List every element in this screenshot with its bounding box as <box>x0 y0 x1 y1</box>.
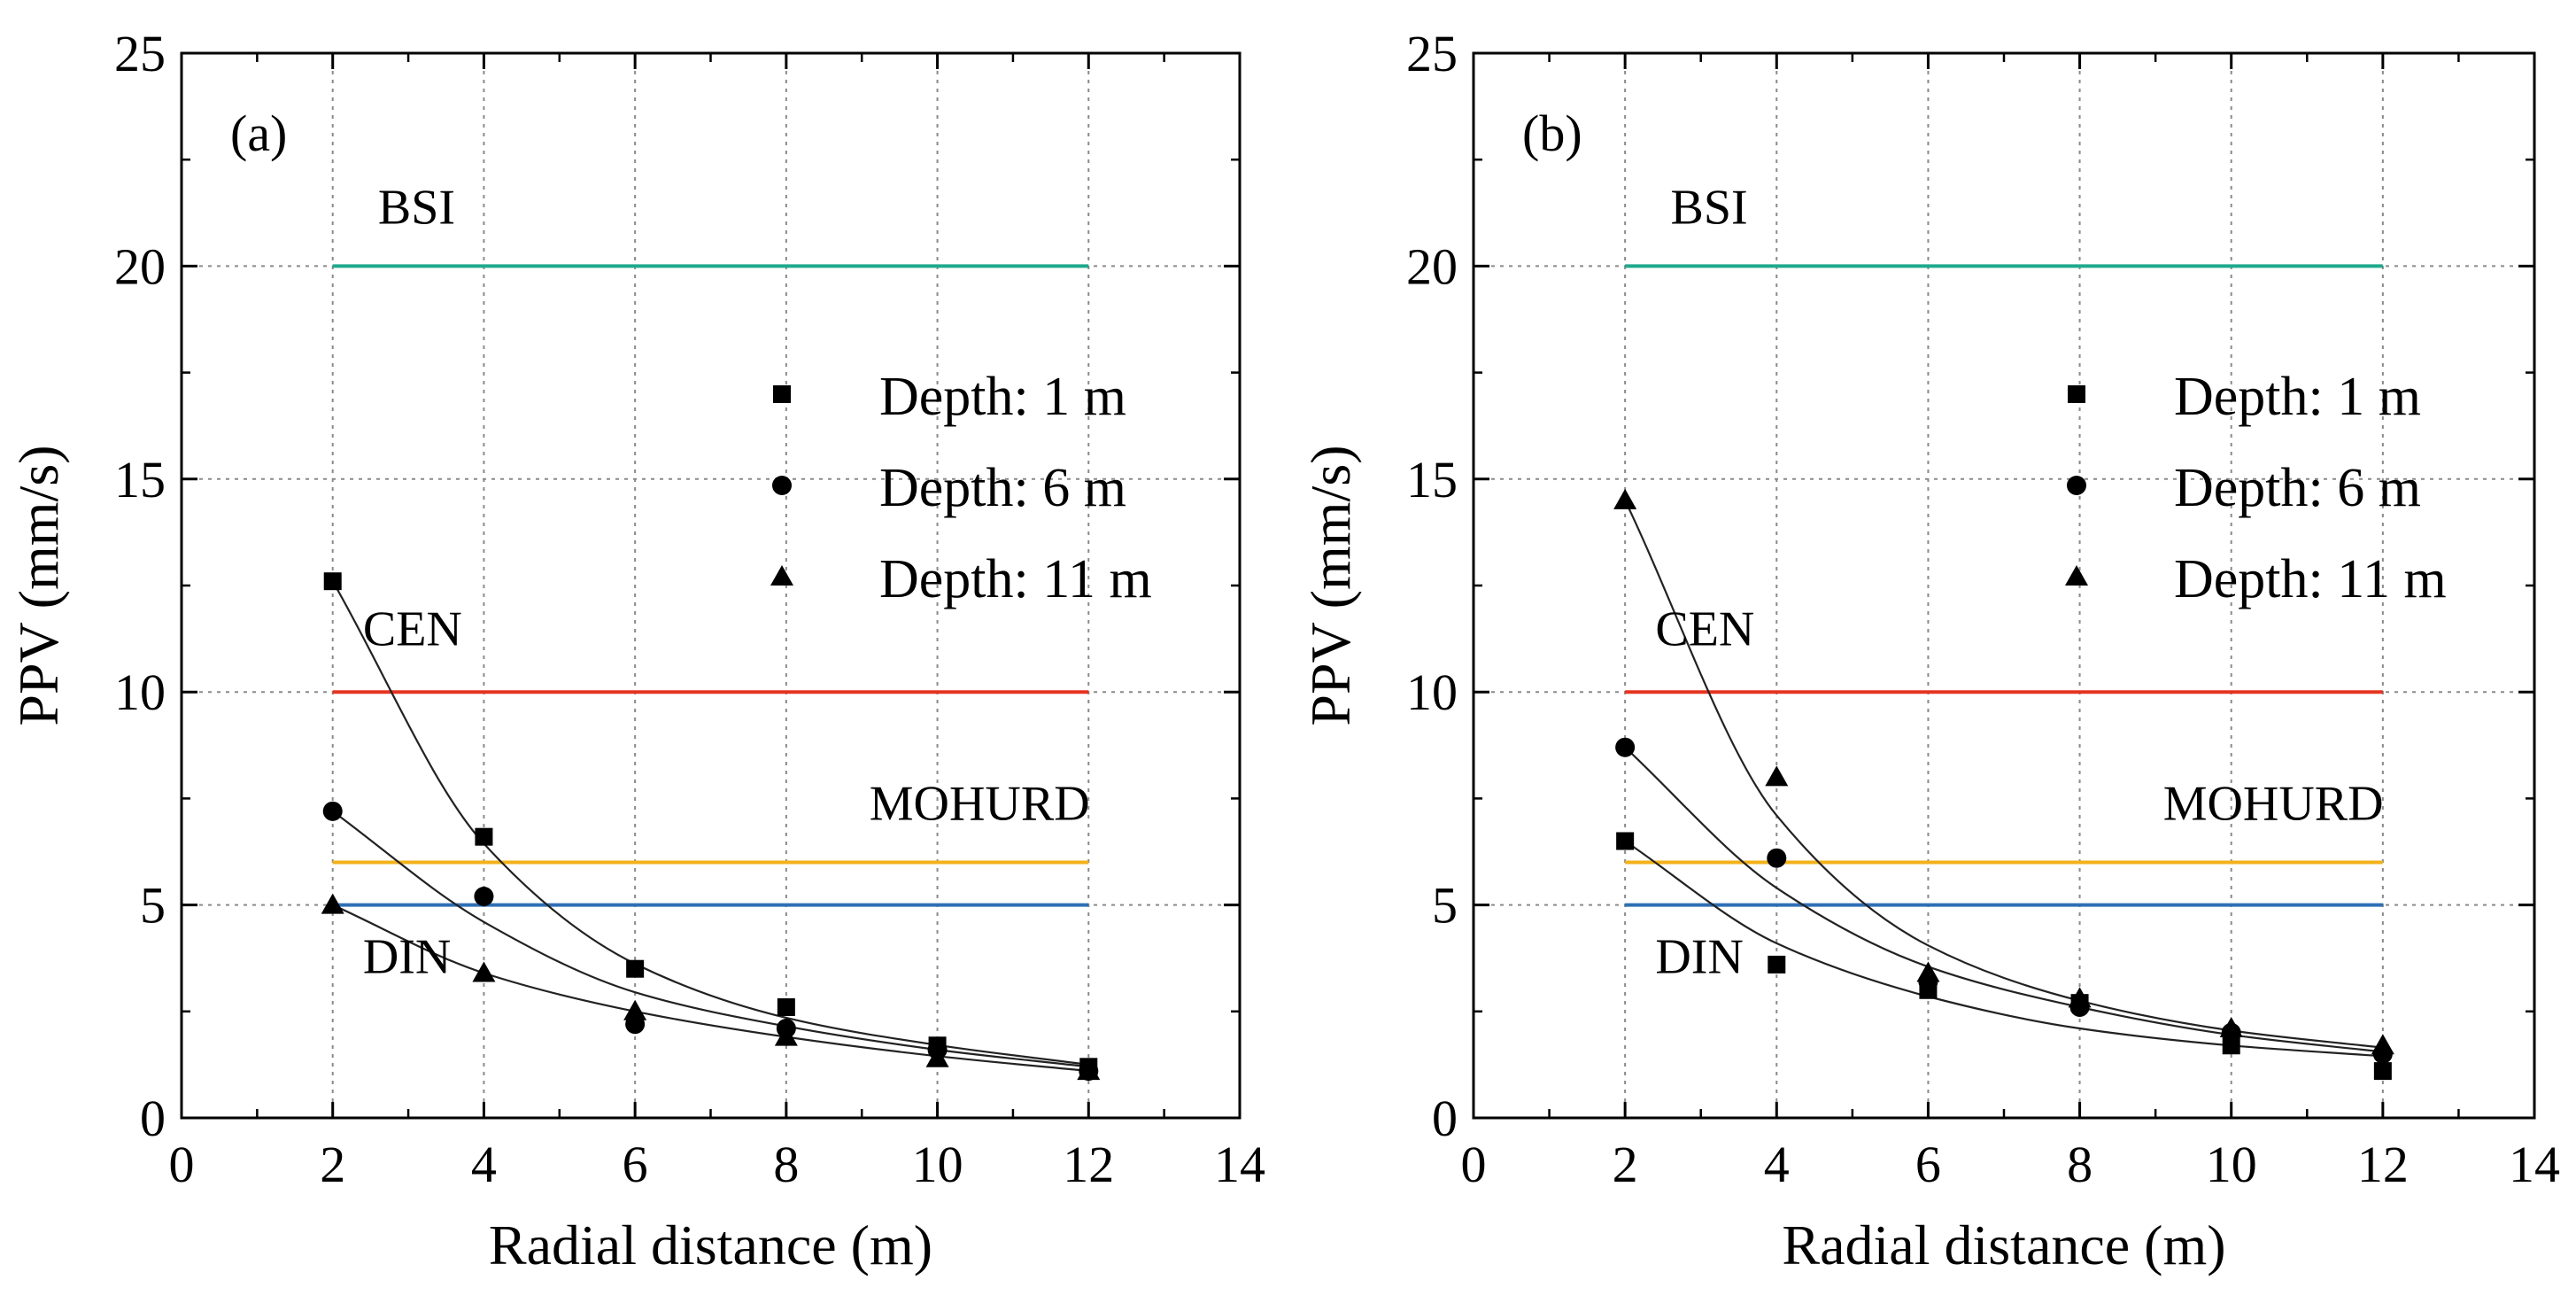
data-point-depth-11-m <box>1765 765 1789 787</box>
legend-label-depth-6-m: Depth: 6 m <box>879 458 1126 518</box>
y-tick-label: 15 <box>1406 451 1458 508</box>
standard-label-mohurd: MOHURD <box>2163 776 2384 831</box>
standard-label-din: DIN <box>1655 930 1744 985</box>
legend-marker-depth-1-m <box>773 385 791 403</box>
legend-marker-depth-11-m <box>770 565 793 586</box>
data-point-depth-11-m <box>774 1025 798 1046</box>
x-tick-label: 6 <box>623 1136 648 1193</box>
standard-label-bsi: BSI <box>378 180 455 235</box>
data-point-depth-11-m <box>472 961 496 982</box>
data-point-depth-11-m <box>623 999 647 1020</box>
standards <box>1625 264 2383 907</box>
x-tick-label: 4 <box>471 1136 497 1193</box>
grid <box>182 53 1240 1118</box>
legend-marker-depth-1-m <box>2068 385 2085 403</box>
legend-marker-depth-6-m <box>772 476 792 495</box>
standard-label-mohurd: MOHURD <box>870 776 1090 831</box>
tick-labels: 0 2 4 6 8 10 12 14 0 5 10 15 20 25 <box>114 25 1265 1193</box>
data-point-depth-11-m <box>925 1046 949 1067</box>
legend-label-depth-1-m: Depth: 1 m <box>879 367 1126 427</box>
y-tick-label: 15 <box>114 451 166 508</box>
x-tick-label: 0 <box>1461 1136 1487 1193</box>
y-tick-label: 10 <box>1406 663 1458 721</box>
data-point-depth-11-m <box>2219 1017 2243 1038</box>
x-tick-label: 8 <box>2067 1136 2093 1193</box>
data-point-depth-11-m <box>1077 1059 1101 1081</box>
x-tick-label: 14 <box>1214 1136 1265 1193</box>
standard-label-din: DIN <box>363 930 452 985</box>
data-point-depth-11-m <box>2371 1034 2394 1055</box>
standards <box>332 264 1089 907</box>
y-tick-label: 0 <box>1432 1090 1458 1147</box>
legend-marker-depth-6-m <box>2067 476 2086 495</box>
legend-marker-depth-11-m <box>2065 565 2088 586</box>
x-tick-label: 10 <box>2206 1136 2257 1193</box>
panel-label: (a) <box>230 105 287 162</box>
data-point-depth-1-m <box>1616 832 1635 850</box>
y-tick-label: 25 <box>1406 25 1458 82</box>
ticks <box>1472 51 2536 1120</box>
panel-b: 0 2 4 6 8 10 12 14 0 5 10 15 20 25 Radial distance (m)… <box>1299 25 2560 1276</box>
panel-a: 0 2 4 6 8 10 12 14 0 5 10 15 20 25 Radial distance (m)… <box>7 25 1265 1276</box>
y-tick-label: 25 <box>114 25 166 82</box>
standard-label-cen: CEN <box>363 601 462 656</box>
data-points <box>1613 488 2394 1081</box>
y-axis-title: PPV (mm/s) <box>7 445 70 725</box>
x-axis-title: Radial distance (m) <box>489 1214 932 1276</box>
fit-curve-depth-1-m <box>1624 840 2383 1058</box>
y-tick-label: 5 <box>140 877 166 935</box>
panel-label: (b) <box>1522 105 1582 162</box>
x-tick-label: 12 <box>2357 1136 2409 1193</box>
x-tick-label: 8 <box>773 1136 799 1193</box>
data-point-depth-11-m <box>2068 987 2092 1008</box>
fit-curve-depth-6-m <box>1624 746 2384 1053</box>
tick-labels: 0 2 4 6 8 10 12 14 0 5 10 15 20 25 <box>1406 25 2560 1193</box>
data-point-depth-1-m <box>626 959 645 978</box>
legend: Depth: 1 m Depth: 6 m Depth: 11 m <box>2065 367 2447 609</box>
data-point-depth-11-m <box>1916 961 1940 982</box>
data-point-depth-1-m <box>2373 1062 2392 1081</box>
data-point-depth-6-m <box>322 801 343 821</box>
y-tick-label: 5 <box>1432 877 1458 935</box>
y-tick-label: 10 <box>114 663 166 721</box>
x-tick-label: 2 <box>1613 1136 1638 1193</box>
data-point-depth-6-m <box>1767 848 1787 868</box>
data-point-depth-6-m <box>1615 737 1636 757</box>
x-tick-label: 6 <box>1915 1136 1941 1193</box>
data-point-depth-6-m <box>474 886 494 906</box>
data-point-depth-1-m <box>475 827 493 846</box>
data-point-depth-11-m <box>321 893 344 914</box>
data-points <box>321 572 1101 1082</box>
x-axis-title: Radial distance (m) <box>1782 1214 2225 1276</box>
x-tick-label: 10 <box>912 1136 963 1193</box>
legend: Depth: 1 m Depth: 6 m Depth: 11 m <box>770 367 1152 609</box>
legend-label-depth-1-m: Depth: 1 m <box>2174 367 2421 427</box>
x-tick-label: 0 <box>169 1136 195 1193</box>
data-point-depth-11-m <box>1613 488 1637 509</box>
x-tick-label: 12 <box>1063 1136 1114 1193</box>
legend-label-depth-11-m: Depth: 11 m <box>2174 549 2447 609</box>
y-tick-label: 20 <box>114 237 166 295</box>
data-point-depth-1-m <box>323 572 342 591</box>
standard-label-cen: CEN <box>1655 601 1754 656</box>
y-axis-title: PPV (mm/s) <box>1299 445 1362 725</box>
x-tick-label: 2 <box>320 1136 345 1193</box>
ticks <box>180 51 1242 1120</box>
data-point-depth-1-m <box>777 997 795 1016</box>
y-tick-label: 20 <box>1406 237 1458 295</box>
x-tick-label: 14 <box>2509 1136 2560 1193</box>
y-tick-label: 0 <box>140 1090 166 1147</box>
data-point-depth-1-m <box>1768 955 1786 974</box>
x-tick-label: 4 <box>1764 1136 1790 1193</box>
legend-label-depth-11-m: Depth: 11 m <box>879 549 1152 609</box>
fit-curve-depth-11-m <box>332 904 1089 1073</box>
fit-curve-depth-6-m <box>332 810 1089 1068</box>
legend-label-depth-6-m: Depth: 6 m <box>2174 458 2421 518</box>
standard-label-bsi: BSI <box>1670 180 1747 235</box>
